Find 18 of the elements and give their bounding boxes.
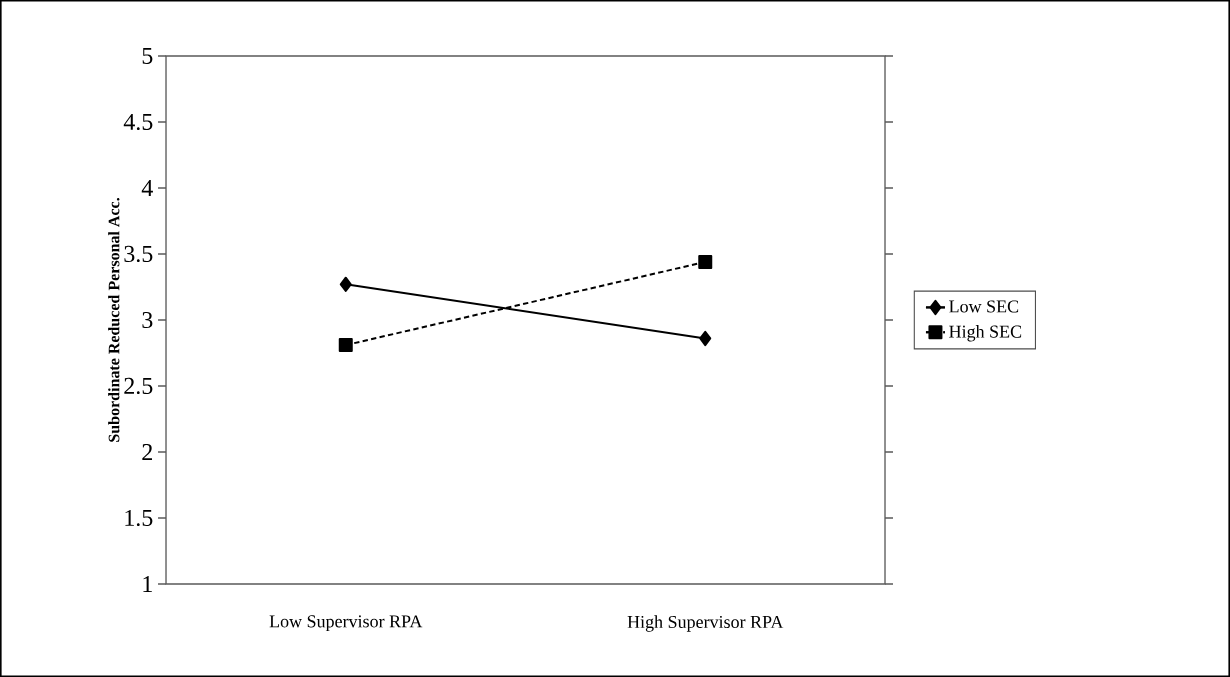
point [339, 276, 352, 293]
x-tick-label: Low Supervisor RPA [269, 615, 423, 632]
y-tick-label: 4.5 [123, 113, 153, 131]
x-tick-label: High Supervisor RPA [627, 615, 784, 632]
y-tick-label: 3 [142, 311, 153, 329]
point [698, 254, 713, 269]
point [699, 330, 712, 347]
y-tick-label: 1 [143, 576, 152, 592]
y-tick-label: 2 [142, 444, 152, 460]
point [338, 338, 353, 353]
y-tick-label: 2.5 [124, 377, 153, 395]
y-axis-title: Subordinate Reduced Personal Acc. [108, 198, 120, 442]
y-tick-label: 4 [141, 180, 153, 196]
legend-label: High SEC [949, 325, 1022, 342]
y-tick-label: 1.5 [125, 509, 153, 527]
legend-label: Low SEC [949, 300, 1019, 313]
y-tick-label: 3.5 [124, 245, 153, 263]
y-tick-label: 5 [142, 48, 153, 64]
